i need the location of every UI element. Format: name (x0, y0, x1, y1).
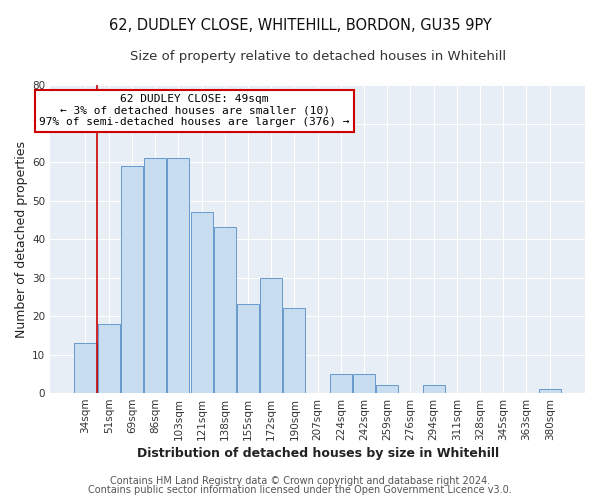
Bar (98, 324, 120, 393)
Text: 62, DUDLEY CLOSE, WHITEHILL, BORDON, GU35 9PY: 62, DUDLEY CLOSE, WHITEHILL, BORDON, GU3… (109, 18, 491, 32)
Bar (237, 304, 259, 393)
X-axis label: Distribution of detached houses by size in Whitehill: Distribution of detached houses by size … (137, 447, 499, 460)
Bar (422, 386, 445, 393)
Bar (283, 308, 305, 393)
Title: Size of property relative to detached houses in Whitehill: Size of property relative to detached ho… (130, 50, 506, 63)
Bar (144, 158, 166, 393)
Bar (330, 374, 352, 393)
Bar (353, 374, 375, 393)
Text: Contains HM Land Registry data © Crown copyright and database right 2024.: Contains HM Land Registry data © Crown c… (110, 476, 490, 486)
Bar (214, 228, 236, 393)
Bar (191, 212, 212, 393)
Bar (376, 386, 398, 393)
Bar (539, 389, 560, 393)
Text: Contains public sector information licensed under the Open Government Licence v3: Contains public sector information licen… (88, 485, 512, 495)
Bar (260, 278, 282, 393)
Text: 62 DUDLEY CLOSE: 49sqm
← 3% of detached houses are smaller (10)
97% of semi-deta: 62 DUDLEY CLOSE: 49sqm ← 3% of detached … (40, 94, 350, 128)
Bar (74, 343, 97, 393)
Y-axis label: Number of detached properties: Number of detached properties (15, 140, 28, 338)
Bar (167, 158, 190, 393)
Bar (121, 166, 143, 393)
